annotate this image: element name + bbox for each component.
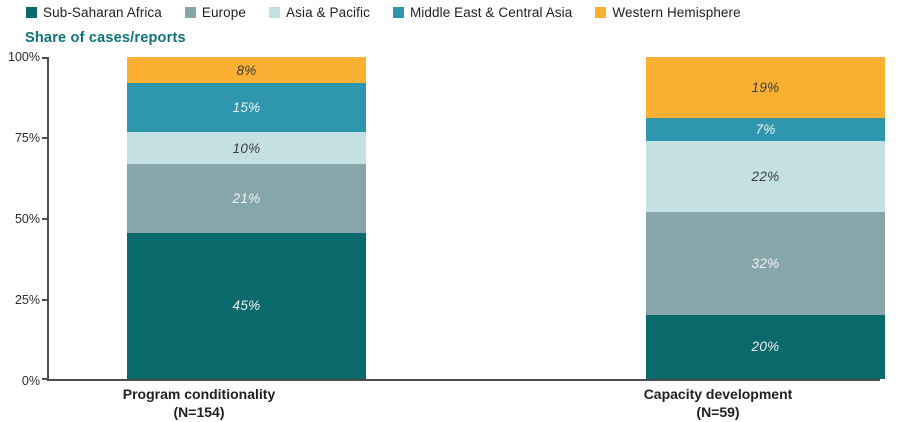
segment-value-label: 15% (232, 99, 261, 115)
segment-value-label: 8% (236, 62, 257, 78)
bar-segment-asia-pacific: 10% (127, 131, 366, 165)
legend-item-middle-east-central-asia: Middle East & Central Asia (392, 5, 573, 20)
bar-capacity-development: 20% 32% 22% 7% 19% (646, 57, 885, 379)
y-axis-tick (42, 299, 47, 301)
legend-label: Western Hemisphere (612, 5, 741, 20)
segment-value-label: 45% (232, 298, 261, 314)
category-n-count: (N=154) (173, 404, 225, 420)
bar-segment-middle-east-central-asia: 7% (646, 118, 885, 141)
bar-segment-western-hemisphere: 8% (127, 57, 366, 84)
x-axis-line (47, 379, 880, 381)
y-axis-line (47, 57, 49, 381)
legend: Sub-Saharan Africa Europe Asia & Pacific Mi… (26, 5, 741, 20)
legend-item-asia-pacific: Asia & Pacific (269, 5, 370, 20)
legend-label: Middle East & Central Asia (409, 5, 573, 20)
segment-value-label: 7% (755, 121, 776, 137)
legend-swatch-icon (184, 7, 196, 18)
segment-value-label: 21% (232, 190, 261, 206)
bar-segment-sub-saharan-africa: 20% (646, 314, 885, 379)
bar-segment-europe: 32% (646, 211, 885, 315)
bar-segment-middle-east-central-asia: 15% (127, 83, 366, 132)
legend-swatch-icon (269, 7, 281, 18)
category-name: Capacity development (643, 386, 793, 402)
legend-label: Asia & Pacific (286, 5, 370, 20)
legend-swatch-icon (26, 7, 37, 18)
legend-item-sub-saharan-africa: Sub-Saharan Africa (26, 5, 162, 20)
legend-item-western-hemisphere: Western Hemisphere (595, 5, 741, 20)
bar-segment-asia-pacific: 22% (646, 140, 885, 212)
bar-segment-europe: 21% (127, 164, 366, 233)
category-name: Program conditionality (122, 386, 276, 402)
y-tick-label: 100% (8, 50, 40, 64)
segment-value-label: 20% (751, 339, 780, 355)
legend-swatch-icon (595, 7, 607, 18)
y-axis-tick (42, 137, 47, 139)
y-axis-tick (42, 378, 47, 380)
segment-value-label: 22% (751, 168, 780, 184)
category-label-capacity-development: Capacity development (N=59) (558, 385, 878, 421)
legend-item-europe: Europe (184, 5, 247, 20)
y-tick-label: 50% (14, 212, 40, 226)
bar-program-conditionality: 45% 21% 10% 15% 8% (127, 57, 366, 379)
legend-label: Sub-Saharan Africa (43, 5, 162, 20)
category-label-program-conditionality: Program conditionality (N=154) (39, 385, 359, 421)
y-tick-label: 25% (14, 293, 40, 307)
y-tick-label: 0% (21, 374, 40, 388)
bar-segment-sub-saharan-africa: 45% (127, 232, 366, 379)
bar-segment-western-hemisphere: 19% (646, 57, 885, 119)
segment-value-label: 32% (751, 255, 780, 271)
legend-label: Europe (201, 5, 247, 20)
chart-title: Share of cases/reports (25, 30, 186, 46)
segment-value-label: 10% (232, 140, 261, 156)
plot-area: 45% 21% 10% 15% 8% 20% 32% 22% 7% 19% (42, 57, 885, 381)
y-axis-tick (42, 218, 47, 220)
category-n-count: (N=59) (696, 404, 740, 420)
segment-value-label: 19% (751, 80, 780, 96)
y-axis-tick (42, 57, 47, 59)
legend-swatch-icon (392, 7, 404, 18)
y-tick-label: 75% (14, 131, 40, 145)
